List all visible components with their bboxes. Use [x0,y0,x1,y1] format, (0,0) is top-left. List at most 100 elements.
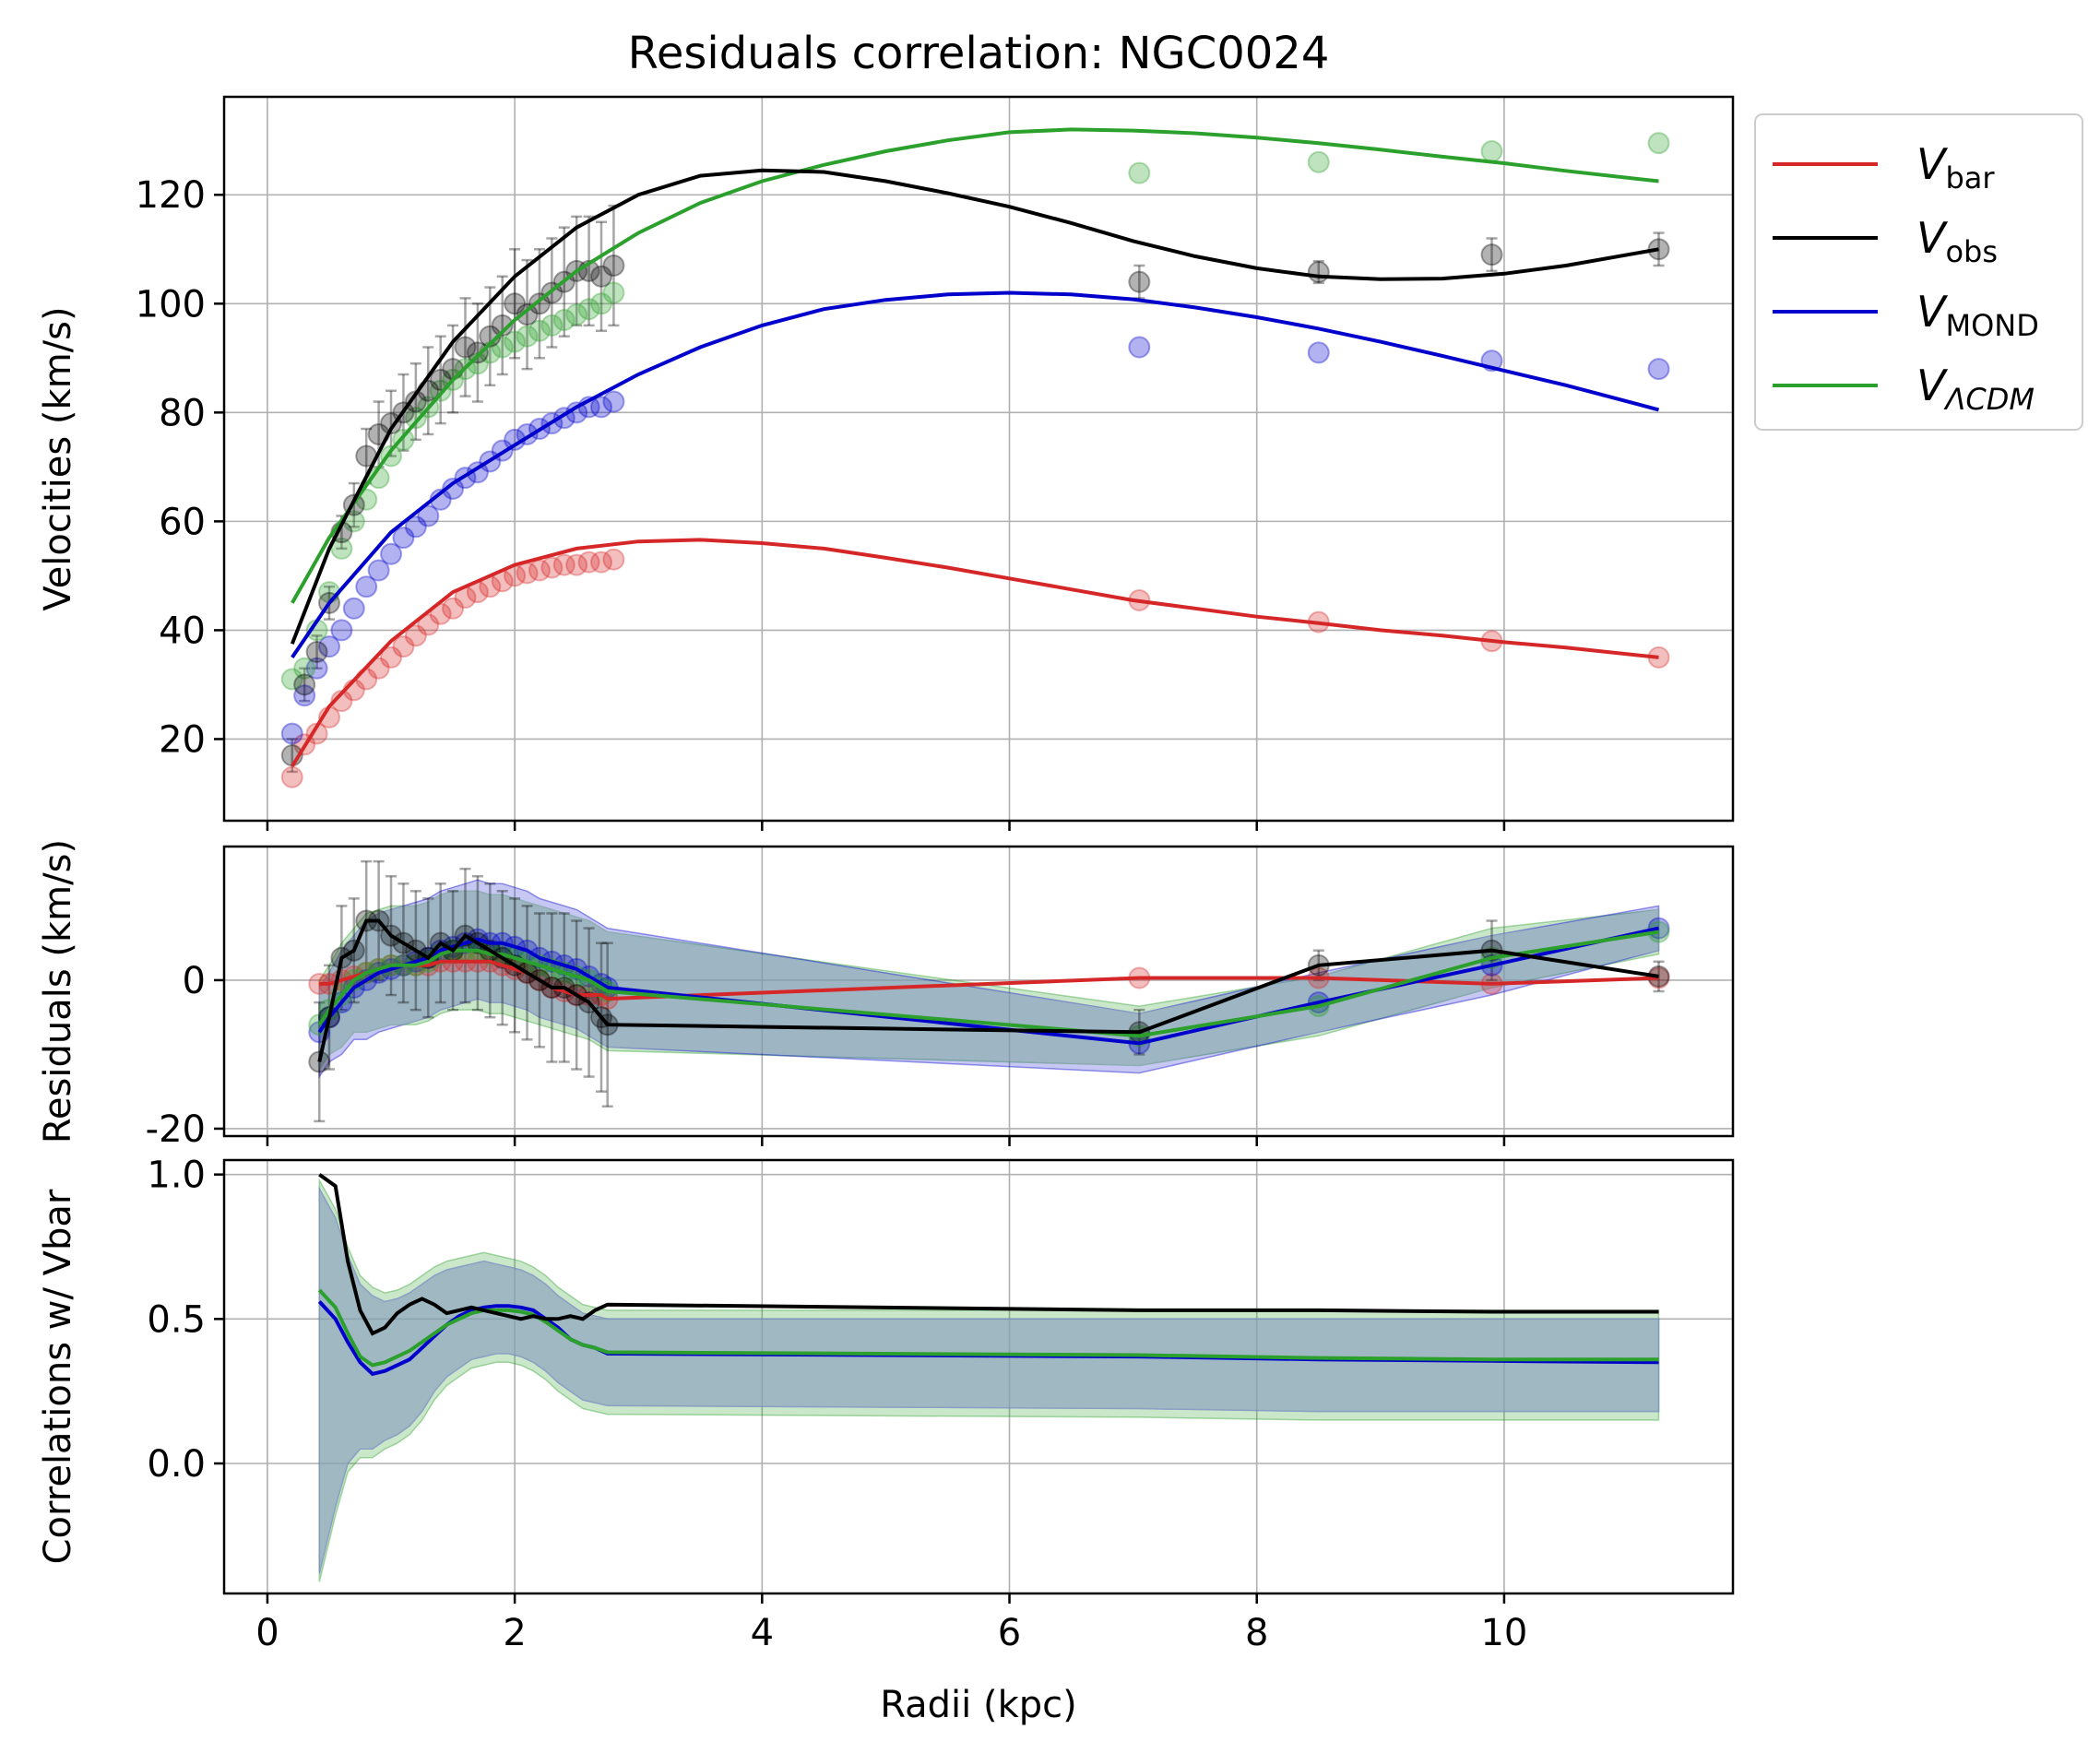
x-tick-label: 8 [1245,1612,1268,1654]
y-tick-label: 0 [183,960,206,1002]
lcdm-point [577,298,600,321]
bar-point [552,553,575,576]
lcdm-point [1647,132,1670,155]
obs-point [1128,270,1151,293]
panel-frame [222,845,1735,1138]
legend-label: Vbar [1916,139,1995,195]
bar-curve [291,538,1659,768]
lcdm-point [1480,140,1503,163]
mond-point [1128,336,1151,359]
y-tick-label: 120 [136,174,206,217]
y-tick-label: 0.5 [147,1298,206,1341]
obs-point [1307,261,1330,284]
mond-residual-curve [317,926,1659,1046]
obs-curve [290,168,1659,645]
bar-point [280,765,303,788]
plot-area [317,1173,1660,1582]
bar-point [367,657,390,680]
x-tick-label: 2 [503,1612,526,1654]
mond-point [367,559,390,582]
mond-point [317,635,340,658]
y-tick-label: 80 [159,392,206,434]
obs-point [491,314,514,337]
legend-label: VMOND [1916,287,2039,343]
y-tick-label: 40 [159,610,206,652]
y-axis-label: Residuals (km/s) [37,839,79,1143]
mond-point [1307,341,1330,364]
obs-point [516,303,539,326]
lcdm-point [380,444,403,468]
obs-point [1480,243,1503,267]
obs-point [293,673,316,696]
obs-point [305,641,328,664]
lcdm-point [602,281,625,304]
x-tick-label: 6 [998,1612,1021,1654]
panel-frame [222,1158,1735,1595]
legend-frame [1754,113,2083,431]
lcdm-point [1307,150,1330,173]
lcdm-point [528,319,551,342]
obs-point [380,412,403,435]
mond-point [392,527,415,550]
panel-frame [222,95,1735,823]
mond-point [355,575,378,598]
lcdm-point [491,336,514,359]
bar-point [404,624,427,647]
x-tick-label: 10 [1480,1612,1527,1654]
lcdm-curve [291,127,1659,604]
panel-correlations: 0 2 4 6 8 10 0.0 0.5 1.0 Correlations w/ Vbar [37,1155,1735,1654]
legend-label: Vobs [1916,213,1998,269]
mond-point [293,684,316,707]
bar-point [417,613,440,636]
mond-point [380,542,403,565]
y-axis-label: Correlations w/ Vbar [37,1189,79,1564]
mond-point [442,477,465,500]
lcdm-point [540,314,564,337]
obs-point [504,292,527,315]
obs-correlation-curve [318,1173,1659,1336]
mond-point [305,657,328,680]
obs-point [602,254,625,277]
chart-title: Residuals correlation: NGC0024 [628,28,1330,79]
y-tick-label: 100 [136,283,206,326]
lcdm-point [330,537,353,560]
mond-point [330,619,353,642]
lcdm-point [565,303,588,326]
mond-point [417,504,440,527]
bar-point [590,551,612,574]
obs-point [454,336,477,359]
x-tick-label: 0 [255,1612,279,1654]
y-tick-label: -20 [146,1108,206,1151]
y-tick-label: 60 [159,501,206,543]
mond-point [342,597,365,620]
bar-point [602,548,625,571]
mond-point [590,396,612,419]
obs-point [466,341,489,364]
legend: Vbar Vobs VMOND VΛCDM [1754,113,2083,431]
x-tick-label: 4 [751,1612,774,1654]
mond-point [280,722,303,745]
lcdm-point [404,407,427,430]
panel-velocities: 20 40 60 80 100 120 Velocities (km/s) [37,95,1735,831]
obs-point [442,358,465,381]
bar-point [540,556,564,579]
bar-point [392,635,415,658]
mond-point [1647,358,1670,381]
mond-point [404,515,427,539]
bar-point [565,553,588,576]
lcdm-point [590,292,612,315]
lcdm-point [552,308,575,331]
plot-area [280,127,1670,788]
y-tick-label: 1.0 [147,1155,206,1197]
lcdm-point [504,330,527,353]
mond-point [602,390,625,413]
lcdm-point [280,668,303,691]
legend-label: VΛCDM [1916,361,2035,417]
panel-residuals: -20 0 Residuals (km/s) [37,839,1735,1151]
x-axis-label: Radii (kpc) [880,1684,1077,1726]
overlap-band [318,1186,1660,1574]
y-tick-label: 0.0 [147,1443,206,1486]
bar-point [380,646,403,669]
